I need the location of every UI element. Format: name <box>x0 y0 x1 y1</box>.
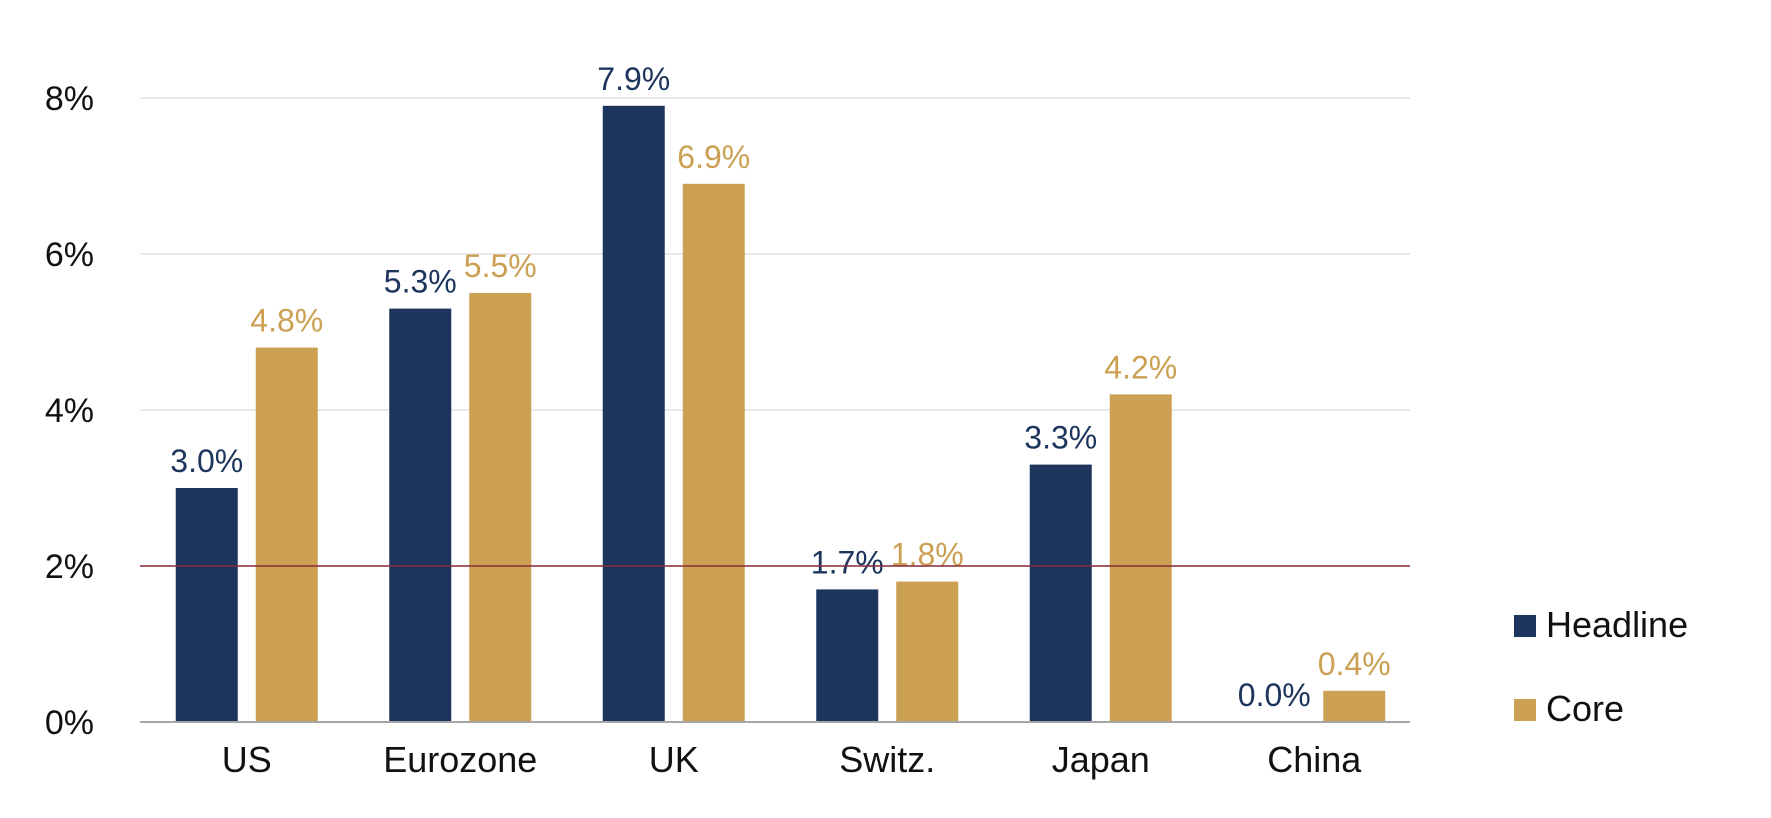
x-category-label: Japan <box>1052 739 1150 780</box>
data-label-headline: 5.3% <box>384 264 457 300</box>
data-label-headline: 3.0% <box>170 443 243 479</box>
bar-headline-us <box>175 488 238 722</box>
bar-core-uk <box>682 183 745 723</box>
data-label-core: 1.8% <box>891 537 964 573</box>
bar-core-eurozone <box>469 293 532 722</box>
legend: Headline Core <box>1514 604 1688 729</box>
bar-core-switz <box>896 581 959 722</box>
y-tick-label: 6% <box>45 236 94 274</box>
legend-label-headline: Headline <box>1546 604 1688 645</box>
data-label-core: 6.9% <box>677 139 750 175</box>
bar-headline-eurozone <box>389 308 452 722</box>
axes: 0% 2% 4% 6% 8% US Eurozone UK Switz. Japan China <box>45 80 1410 780</box>
data-label-headline: 3.3% <box>1024 420 1097 456</box>
bar-core-us <box>255 347 318 722</box>
y-tick-label: 0% <box>45 704 94 742</box>
bar-core-china <box>1323 690 1386 722</box>
data-label-core: 5.5% <box>464 248 537 284</box>
gridlines <box>140 97 1410 567</box>
data-label-core: 0.4% <box>1318 646 1391 682</box>
y-tick-label: 4% <box>45 392 94 430</box>
x-category-label: China <box>1267 739 1362 780</box>
bars <box>175 105 1386 723</box>
bar-core-japan <box>1109 394 1172 722</box>
x-category-label: Eurozone <box>383 739 537 780</box>
data-label-core: 4.8% <box>250 303 323 339</box>
y-tick-label: 2% <box>45 548 94 586</box>
data-label-headline: 0.0% <box>1238 677 1311 713</box>
data-label-headline: 7.9% <box>597 61 670 97</box>
x-category-label: Switz. <box>839 739 935 780</box>
legend-label-core: Core <box>1546 688 1624 729</box>
x-category-label: US <box>222 739 272 780</box>
bar-headline-japan <box>1029 464 1092 722</box>
data-label-core: 4.2% <box>1104 349 1177 385</box>
legend-swatch-core <box>1514 699 1536 721</box>
legend-swatch-headline <box>1514 615 1536 637</box>
y-tick-label: 8% <box>45 80 94 118</box>
data-labels: 3.0% 4.8% 5.3% 5.5% 7.9% 6.9% 1.7% 1.8% 3.3%4.2%… <box>140 61 1410 713</box>
bar-headline-uk <box>602 105 665 723</box>
bar-headline-switz <box>816 589 879 722</box>
x-category-label: UK <box>649 739 699 780</box>
data-label-headline: 1.7% <box>811 544 884 580</box>
